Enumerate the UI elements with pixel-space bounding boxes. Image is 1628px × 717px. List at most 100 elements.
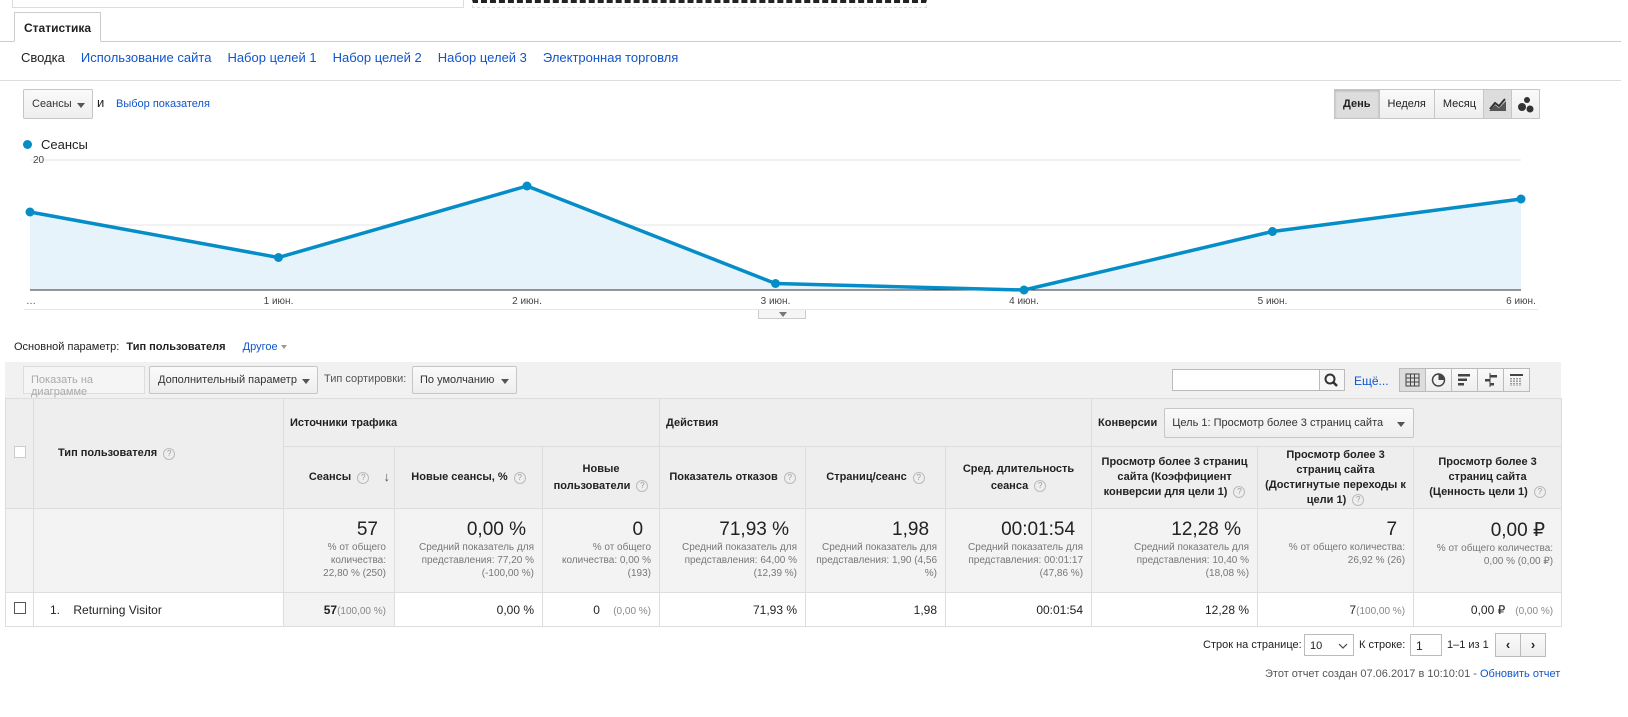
period-week-button[interactable]: Неделя bbox=[1378, 89, 1435, 119]
data-table: Тип пользователя? Источники трафика Дейс… bbox=[5, 398, 1563, 627]
comparison-view-icon bbox=[1485, 373, 1497, 387]
column-header-sessions[interactable]: Сеансы? ↓ bbox=[283, 446, 395, 509]
x-tick-label: 4 июн. bbox=[1009, 296, 1039, 307]
help-icon[interactable]: ? bbox=[1533, 486, 1546, 499]
cell-new-users: 0 (0,00 %) bbox=[541, 592, 661, 627]
period-day-button[interactable]: День bbox=[1334, 89, 1380, 119]
motion-chart-button[interactable] bbox=[1511, 89, 1540, 119]
cell-value: 12,28 % bbox=[1204, 602, 1250, 617]
help-icon[interactable]: ? bbox=[163, 447, 176, 460]
goal-select[interactable]: Цель 1: Просмотр более 3 страниц сайта bbox=[1164, 407, 1415, 438]
goal-select-value: Цель 1: Просмотр более 3 страниц сайта bbox=[1172, 416, 1384, 429]
line-chart-button[interactable] bbox=[1483, 89, 1512, 119]
cell-pct: (100,00 %) bbox=[1356, 605, 1406, 617]
pivot-view-button[interactable] bbox=[1503, 368, 1530, 392]
next-page-button[interactable]: › bbox=[1520, 633, 1546, 657]
table-search-input[interactable] bbox=[1172, 369, 1320, 391]
advanced-filter-link[interactable]: Ещё... bbox=[1354, 374, 1389, 388]
tab-statistics[interactable]: Статистика bbox=[14, 12, 102, 42]
row-checkbox[interactable] bbox=[13, 602, 26, 614]
chevron-right-icon: › bbox=[1530, 637, 1536, 652]
primary-dimension-value[interactable]: Тип пользователя bbox=[126, 341, 226, 353]
table-view-icon bbox=[1405, 373, 1420, 387]
period-month-button[interactable]: Месяц bbox=[1433, 89, 1486, 119]
subtab-ecommerce[interactable]: Электронная торговля bbox=[542, 50, 679, 65]
total-value: 0,00 ₽ bbox=[1490, 520, 1546, 541]
cell-value: 57 bbox=[323, 602, 338, 617]
x-tick-label: 6 июн. bbox=[1506, 296, 1536, 307]
total-cell: 00:01:54 Средний показатель для представл… bbox=[945, 508, 1093, 593]
column-header-goal1-completions[interactable]: Просмотр более 3 страниц сайта (Достигну… bbox=[1257, 446, 1415, 509]
rows-per-page-value: 10 bbox=[1310, 640, 1323, 652]
top-panel-stub-left bbox=[12, 0, 464, 8]
plot-rows-button[interactable]: Показать на диаграмме bbox=[23, 366, 145, 398]
column-header-bounce-rate[interactable]: Показатель отказов? bbox=[659, 446, 807, 509]
subtab-goal-set-1[interactable]: Набор целей 1 bbox=[227, 50, 317, 65]
rows-per-page-select[interactable]: 10 bbox=[1304, 634, 1354, 656]
column-label: Сеансы bbox=[308, 471, 352, 484]
row-dimension-link[interactable]: Returning Visitor bbox=[73, 602, 162, 617]
select-all-checkbox[interactable] bbox=[13, 446, 26, 458]
period-toggle: День Неделя Месяц bbox=[1334, 89, 1486, 119]
sort-type-label: Тип сортировки: bbox=[324, 373, 407, 385]
pie-view-button[interactable] bbox=[1425, 368, 1452, 392]
data-point bbox=[1019, 285, 1029, 295]
total-sub: Средний показатель для представления: 77… bbox=[419, 542, 534, 579]
dimension-header[interactable]: Тип пользователя? bbox=[33, 398, 284, 509]
column-label: Просмотр более 3 страниц сайта (Коэффици… bbox=[1101, 456, 1248, 498]
column-header-pages-per-session[interactable]: Страниц/сеанс? bbox=[805, 446, 947, 509]
data-point bbox=[1268, 227, 1277, 236]
total-value: 57 bbox=[356, 519, 378, 540]
help-icon[interactable]: ? bbox=[1034, 479, 1047, 492]
prev-page-button[interactable]: ‹ bbox=[1495, 633, 1521, 657]
chart-collapse-handle[interactable] bbox=[758, 310, 806, 319]
help-icon[interactable]: ? bbox=[1352, 493, 1365, 506]
select-metric-link[interactable]: Выбор показателя bbox=[116, 98, 210, 110]
column-label: Страниц/сеанс bbox=[826, 471, 907, 484]
other-dimension-link[interactable]: Другое bbox=[243, 341, 287, 353]
cell-value: 00:01:54 bbox=[1036, 602, 1084, 617]
chevron-down-icon bbox=[1397, 421, 1406, 427]
sort-type-select[interactable]: По умолчанию bbox=[412, 366, 517, 394]
subtab-site-usage[interactable]: Использование сайта bbox=[80, 50, 212, 65]
legend-label: Сеансы bbox=[41, 137, 88, 152]
secondary-dimension-select[interactable]: Дополнительный параметр bbox=[149, 366, 318, 394]
total-cell: 57% от общего количества: 22,80 % (250) bbox=[283, 508, 395, 593]
refresh-report-link[interactable]: Обновить отчет bbox=[1479, 668, 1561, 680]
help-icon[interactable]: ? bbox=[912, 471, 925, 484]
cell-pct: (0,00 %) bbox=[613, 605, 652, 617]
help-icon[interactable]: ? bbox=[1233, 486, 1246, 499]
subtab-goal-set-3[interactable]: Набор целей 3 bbox=[437, 50, 527, 65]
chevron-down-icon bbox=[77, 103, 85, 108]
performance-view-button[interactable] bbox=[1451, 368, 1478, 392]
chevron-left-icon: ‹ bbox=[1505, 637, 1511, 652]
help-icon[interactable]: ? bbox=[513, 471, 526, 484]
column-label: Новые сеансы, % bbox=[411, 471, 508, 484]
motion-chart-icon bbox=[1518, 97, 1534, 113]
total-value: 1,98 bbox=[892, 519, 930, 540]
totals-spacer bbox=[33, 508, 284, 593]
goto-row-input[interactable]: 1 bbox=[1410, 634, 1442, 656]
total-sub: Средний показатель для представления: 00… bbox=[968, 542, 1084, 579]
search-button[interactable] bbox=[1319, 369, 1345, 391]
x-tick-label: 1 июн. bbox=[264, 296, 294, 307]
table-view-button[interactable] bbox=[1399, 368, 1426, 392]
help-icon[interactable]: ? bbox=[783, 471, 796, 484]
comparison-view-button[interactable] bbox=[1477, 368, 1504, 392]
metric-select[interactable]: Сеансы bbox=[23, 89, 93, 119]
total-sub: Средний показатель для представления: 1,… bbox=[816, 542, 938, 579]
help-icon[interactable]: ? bbox=[636, 479, 649, 492]
column-header-new-sessions-pct[interactable]: Новые сеансы, %? bbox=[394, 446, 543, 509]
column-header-avg-duration[interactable]: Сред. длительность сеанса? bbox=[945, 446, 1093, 509]
cell-goal1-value: 0,00 ₽ (0,00 %) bbox=[1413, 592, 1563, 627]
help-icon[interactable]: ? bbox=[357, 471, 370, 484]
chevron-down-icon bbox=[280, 345, 287, 350]
column-header-goal1-conv-rate[interactable]: Просмотр более 3 страниц сайта (Коэффици… bbox=[1091, 446, 1259, 509]
column-header-goal1-value[interactable]: Просмотр более 3 страниц сайта (Ценность… bbox=[1413, 446, 1563, 509]
column-label: Новые пользователи bbox=[553, 462, 631, 492]
column-header-new-users[interactable]: Новые пользователи? bbox=[541, 446, 661, 509]
subtab-goal-set-2[interactable]: Набор целей 2 bbox=[332, 50, 422, 65]
report-tabs-bar: Статистика bbox=[0, 12, 1621, 42]
subtab-summary[interactable]: Сводка bbox=[21, 50, 65, 65]
sort-type-value: По умолчанию bbox=[420, 374, 495, 386]
